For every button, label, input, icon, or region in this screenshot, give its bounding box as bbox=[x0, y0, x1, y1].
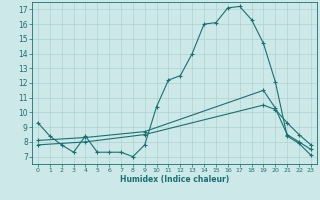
X-axis label: Humidex (Indice chaleur): Humidex (Indice chaleur) bbox=[120, 175, 229, 184]
